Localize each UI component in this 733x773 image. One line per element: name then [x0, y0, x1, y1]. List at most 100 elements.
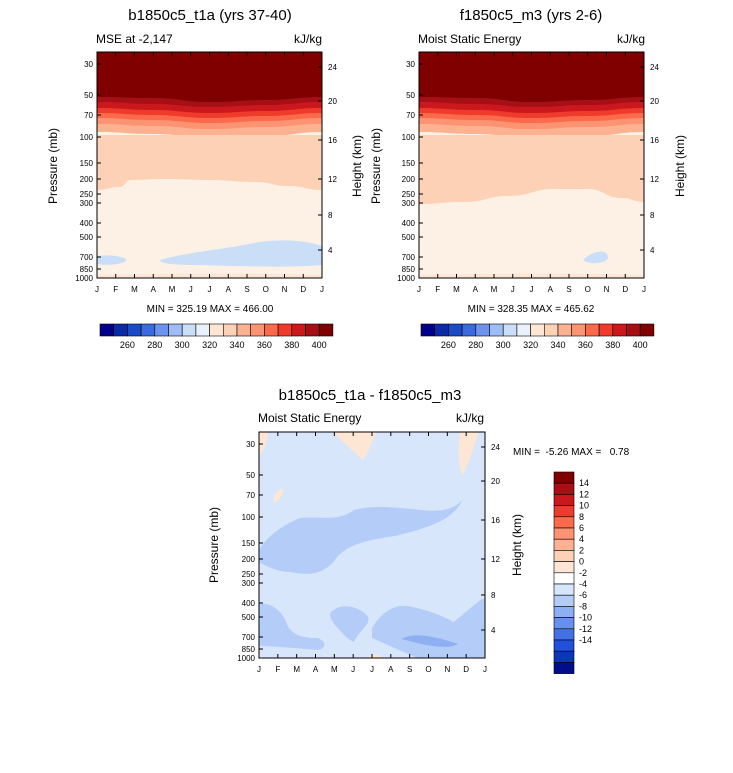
panel-3-colorbar-swatch [553, 471, 575, 484]
panel-2-colorbar-label: 340 [550, 340, 565, 350]
panel-3-colorbar-label: -6 [579, 590, 587, 600]
panel-2-pressure-tick-label: 300 [402, 199, 416, 208]
panel-2-title: f1850c5_m3 (yrs 2-6) [460, 7, 603, 24]
panel-3-month-tick-label: J [370, 665, 374, 674]
panel-1-low-mse-region [97, 255, 127, 265]
panel-3-stats: MIN = -5.26 MAX = 0.78 [513, 447, 630, 458]
panel-1-height-tick-label: 4 [328, 246, 333, 255]
panel-1-colorbar-swatch [277, 323, 293, 337]
panel-1-month-tick-label: D [300, 285, 306, 294]
panel-3-colorbar-label: 8 [579, 512, 584, 522]
panel-3-colorbar-swatch [553, 650, 575, 663]
panel-3-height-tick-label: 12 [491, 555, 500, 564]
panel-3-pressure-tick-label: 30 [246, 440, 255, 449]
panel-1-pressure-tick-label: 250 [80, 190, 94, 199]
panel-1-ylabel: Pressure (mb) [46, 128, 60, 204]
panel-2-month-tick-label: A [473, 285, 479, 294]
panel-1-month-tick-label: J [208, 285, 212, 294]
panel-3-pressure-tick-label: 700 [242, 633, 256, 642]
panel-3-month-tick-label: M [331, 665, 338, 674]
panel-3-month-tick-label: A [388, 665, 394, 674]
panel-3-colorbar-swatch [553, 639, 575, 652]
panel-3-ylabel-right: Height (km) [510, 514, 524, 576]
panel-3-negative-region [259, 603, 325, 650]
panel-3-colorbar-label: -14 [579, 635, 592, 645]
panel-3-pressure-tick-label: 70 [246, 491, 255, 500]
panel-3-pressure-tick-label: 1000 [237, 654, 255, 663]
panel-2-month-tick-label: J [642, 285, 646, 294]
panel-3-pressure-tick-label: 200 [242, 555, 256, 564]
panel-3-positive-region [259, 432, 269, 456]
panel-2-colorbar-swatch [489, 323, 504, 337]
panel-1-month-tick-label: M [131, 285, 138, 294]
panel-3-month-tick-label: J [257, 665, 261, 674]
panel-1-colorbar-swatch [209, 323, 224, 337]
panel-2-colorbar-label: 360 [578, 340, 593, 350]
panel-1-colorbar-swatch [168, 323, 183, 337]
panel-3-negative-region [330, 606, 369, 642]
panel-1-month-tick-label: M [169, 285, 176, 294]
panel-2-height-tick-label: 8 [650, 211, 655, 220]
panel-2-colorbar-label: 260 [441, 340, 456, 350]
panel-1-height-tick-label: 12 [328, 175, 337, 184]
panel-2-height-tick-label: 4 [650, 246, 655, 255]
panel-1-colorbar-swatch [127, 323, 142, 337]
panel-3-pressure-tick-label: 400 [242, 599, 256, 608]
panel-1-stratosphere-band [97, 52, 322, 102]
panel-3-colorbar-swatch [553, 505, 575, 518]
panel-3-positive-region [333, 432, 377, 460]
panel-3-colorbar-label: -8 [579, 601, 587, 611]
panel-1-subtitle-left: MSE at -2,147 [96, 32, 173, 46]
panel-3-height-tick-label: 4 [491, 626, 496, 635]
panel-2-colorbar-swatch [612, 323, 627, 337]
panel-3-pressure-tick-label: 150 [242, 539, 256, 548]
panel-3-month-tick-label: J [483, 665, 487, 674]
panel-2: f1850c5_m3 (yrs 2-6) Moist Static Energy… [369, 7, 687, 350]
panel-1-month-tick-label: A [226, 285, 232, 294]
panel-2-month-tick-label: J [417, 285, 421, 294]
panel-1-colorbar-swatch [318, 323, 334, 337]
panel-3-colorbar-label: 10 [579, 501, 589, 511]
panel-3-colorbar-swatch [553, 628, 575, 641]
panel-2-colorbar: 260 280 300 320 340 360 380 400 [420, 323, 655, 350]
panel-1-pressure-tick-label: 200 [80, 175, 94, 184]
panel-3-colorbar-label: -12 [579, 624, 592, 634]
panel-2-colorbar-label: 300 [496, 340, 511, 350]
panel-3-month-tick-label: F [275, 665, 280, 674]
panel-1-height-tick-label: 8 [328, 211, 333, 220]
panel-3-positive-region [272, 489, 284, 502]
panel-3-colorbar-swatch [553, 516, 575, 529]
panel-3-month-tick-label: O [425, 665, 431, 674]
panel-3-month-tick-label: S [407, 665, 412, 674]
panel-2-colorbar-label: 280 [468, 340, 483, 350]
panel-2-colorbar-swatch [530, 323, 545, 337]
panel-2-pressure-tick-label: 250 [402, 190, 416, 199]
panel-3-colorbar-swatch [553, 561, 575, 574]
panel-2-colorbar-swatch [571, 323, 586, 337]
panel-1-colorbar-swatch [250, 323, 265, 337]
panel-3-pressure-tick-label: 500 [242, 613, 256, 622]
panel-2-colorbar-label: 380 [605, 340, 620, 350]
panel-2-pressure-tick-label: 500 [402, 233, 416, 242]
panel-1-colorbar-label: 340 [229, 340, 244, 350]
panel-2-month-tick-label: D [622, 285, 628, 294]
panel-2-colorbar-swatch [475, 323, 490, 337]
panel-2-colorbar-label: 400 [633, 340, 648, 350]
panel-3-month-tick-label: D [463, 665, 469, 674]
panel-1-colorbar-swatch [99, 323, 114, 337]
panel-3-height-tick-label: 16 [491, 516, 500, 525]
panel-3-colorbar-swatch [553, 572, 575, 585]
panel-2-pressure-tick-label: 70 [406, 111, 415, 120]
panel-1-pressure-tick-label: 300 [80, 199, 94, 208]
panel-1-colorbar-swatch [291, 323, 306, 337]
panel-2-colorbar-swatch [543, 323, 559, 337]
panel-1-units: kJ/kg [294, 32, 322, 46]
panel-2-stats: MIN = 328.35 MAX = 465.62 [468, 304, 595, 315]
panel-3-colorbar-label: -4 [579, 579, 587, 589]
panel-3-height-tick-label: 20 [491, 477, 500, 486]
panel-1-low-mse-region [160, 240, 322, 267]
panel-2-pressure-tick-label: 30 [406, 60, 415, 69]
